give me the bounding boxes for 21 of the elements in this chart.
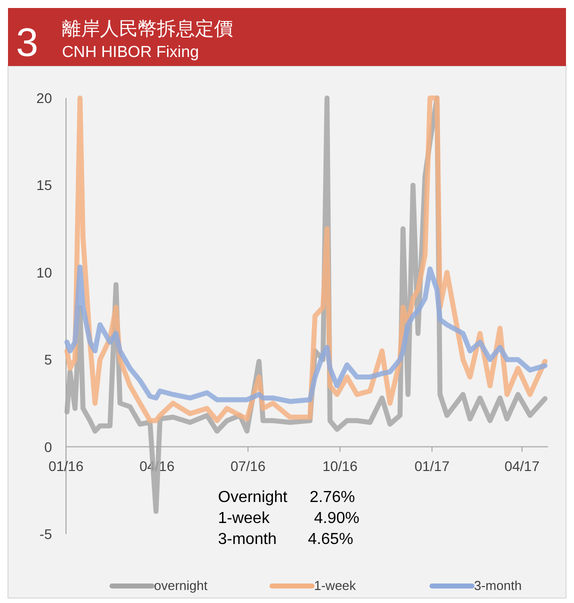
y-tick-label: 0	[44, 438, 52, 455]
y-tick-label: 15	[36, 177, 52, 194]
y-tick-label: -5	[40, 526, 52, 542]
chart-title: 離岸人民幣拆息定價	[62, 18, 233, 40]
annotation: 1-week 4.90%	[218, 510, 360, 527]
text: 3	[16, 21, 38, 65]
x-tick-label: 07/16	[230, 458, 266, 474]
annotation: Overnight 2.76%	[218, 489, 355, 506]
x-tick-label: 04/16	[139, 458, 175, 474]
y-tick-label: 10	[36, 264, 52, 280]
legend-label: 3-month	[474, 578, 522, 593]
y-tick-label: 20	[36, 90, 52, 106]
chart-subtitle: CNH HIBOR Fixing	[62, 44, 199, 61]
y-tick-label: 5	[44, 352, 52, 368]
x-tick-label: 01/16	[48, 458, 84, 474]
x-tick-label: 04/17	[504, 458, 540, 474]
x-tick-label: 10/16	[322, 458, 358, 474]
x-tick-label: 01/17	[414, 458, 450, 474]
annotation: 3-month 4.65%	[218, 531, 354, 548]
legend-label: 1-week	[314, 578, 356, 593]
legend-label: overnight	[154, 578, 208, 593]
